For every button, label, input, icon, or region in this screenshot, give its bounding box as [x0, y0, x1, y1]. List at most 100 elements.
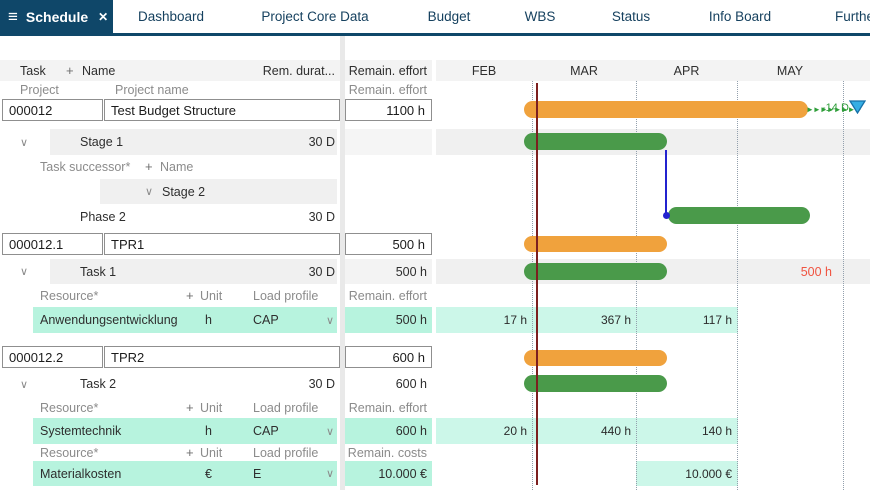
tab-wbs[interactable]: WBS [524, 9, 556, 24]
add-resource-icon[interactable]: + [186, 445, 194, 460]
subheader-load-profile: Load profile [253, 288, 319, 303]
tab-project-core-data[interactable]: Project Core Data [261, 9, 369, 24]
phase2-gantt-bar[interactable] [668, 207, 810, 224]
subheader-unit: Unit [200, 288, 223, 303]
close-icon[interactable]: ✕ [98, 9, 109, 24]
project-gantt-bar[interactable] [524, 101, 808, 118]
tab-schedule[interactable]: ≡ Schedule ✕ [0, 0, 113, 36]
project-subheader-row: Project Project name Remain. effort [0, 81, 870, 98]
tpr2-id-field[interactable] [2, 346, 103, 368]
cost-unit: € [205, 466, 212, 481]
task1-chevron-icon[interactable]: ∨ [20, 266, 29, 278]
task1-row[interactable]: ∨ Task 1 30 D 500 h 500 h [0, 259, 870, 284]
tab-info-board[interactable]: Info Board [708, 9, 772, 24]
successor-chevron-icon[interactable]: ∨ [145, 186, 154, 198]
subheader-project-name: Project name [115, 82, 189, 97]
tpr2-resource-subheader: Resource* + Unit Load profile Remain. ef… [0, 397, 870, 418]
header-rem-duration: Rem. durat... [262, 63, 335, 78]
resource-unit: h [205, 424, 212, 438]
resource-load-profile[interactable]: CAP [253, 313, 279, 327]
tpr1-gantt-bar[interactable] [524, 236, 667, 252]
tab-bar: ≡ Schedule ✕ Dashboard Project Core Data… [0, 0, 870, 36]
load-profile-dropdown-icon[interactable]: ∨ [326, 468, 335, 480]
grid-header-row: Task + Name Rem. durat... Remain. effort… [0, 60, 870, 81]
task1-effort: 500 h [395, 264, 427, 279]
task2-row[interactable]: ∨ Task 2 30 D 600 h [0, 372, 870, 396]
task2-gantt-bar[interactable] [524, 375, 667, 392]
today-line [536, 83, 538, 485]
phase2-duration: 30 D [308, 209, 335, 224]
task1-overload-value: 500 h [800, 264, 832, 279]
subheader-resource: Resource* [40, 445, 99, 460]
task1-name: Task 1 [80, 264, 117, 279]
tpr1-effort-field[interactable] [345, 233, 432, 255]
hamburger-menu-icon[interactable]: ≡ [8, 7, 18, 26]
subheader-unit: Unit [200, 400, 223, 415]
task2-effort: 600 h [395, 377, 427, 391]
project-effort-field[interactable] [345, 99, 432, 121]
resource-feb-value: 17 h [503, 313, 527, 327]
add-resource-icon[interactable]: + [186, 400, 194, 415]
subheader-resource: Resource* [40, 400, 99, 415]
subheader-remain-costs: Remain. costs [347, 445, 427, 460]
cost-apr-value: 10.000 € [685, 466, 732, 481]
stage1-duration: 30 D [308, 135, 335, 149]
successor-row[interactable]: ∨ Stage 2 [0, 179, 870, 204]
month-gridline-apr [636, 81, 637, 490]
column-splitter[interactable] [340, 36, 345, 490]
stage1-gantt-bar[interactable] [524, 133, 667, 150]
load-profile-dropdown-icon[interactable]: ∨ [326, 314, 335, 327]
tab-further[interactable]: Furthe [835, 9, 870, 24]
tpr2-name-field[interactable] [104, 346, 340, 368]
tab-status[interactable]: Status [611, 9, 651, 24]
successor-connector-dot [663, 212, 670, 219]
tpr1-row [0, 232, 870, 258]
task2-name: Task 2 [80, 377, 117, 391]
tpr1-id-field[interactable] [2, 233, 103, 255]
tab-dashboard[interactable]: Dashboard [137, 9, 205, 24]
month-mar: MAR [570, 63, 598, 78]
resource-apr-value: 117 h [702, 313, 732, 327]
project-id-field[interactable] [2, 99, 103, 121]
subheader-successor-name: Name [160, 159, 194, 174]
add-successor-icon[interactable]: + [145, 159, 153, 174]
resource-apr-value: 140 h [701, 424, 732, 438]
project-name-field[interactable] [104, 99, 340, 121]
deadline-marker-icon[interactable] [848, 100, 867, 117]
add-resource-icon[interactable]: + [186, 288, 194, 303]
subheader-remain-effort: Remain. effort [348, 82, 427, 97]
subheader-remain-effort: Remain. effort [348, 400, 427, 415]
tpr2-gantt-bar[interactable] [524, 350, 667, 366]
tpr2-row [0, 345, 870, 371]
tab-budget[interactable]: Budget [427, 9, 471, 24]
resource-mar-value: 440 h [600, 424, 631, 438]
task2-chevron-icon[interactable]: ∨ [20, 378, 29, 391]
tpr2-effort-field[interactable] [345, 346, 432, 368]
task1-duration: 30 D [308, 264, 335, 279]
successor-connector-line [665, 150, 667, 215]
collapse-chevron-icon[interactable]: ∨ [20, 136, 29, 149]
resource-row-anwendungsentwicklung[interactable]: Anwendungsentwicklung h CAP ∨ 500 h 17 h… [0, 307, 870, 333]
cost-load-profile[interactable]: E [253, 466, 262, 481]
phase2-row[interactable]: Phase 2 30 D [0, 205, 870, 228]
phase2-name: Phase 2 [80, 209, 126, 224]
header-rem-effort: Remain. effort [348, 63, 427, 78]
stage1-row[interactable]: ∨ Stage 1 30 D [0, 129, 870, 155]
subheader-load-profile: Load profile [253, 445, 319, 460]
cost-name: Materialkosten [40, 466, 122, 481]
task2-duration: 30 D [308, 377, 335, 391]
resource-load-profile[interactable]: CAP [253, 424, 279, 438]
buffer-chevrons-icon: ►►►►►►►► [806, 105, 862, 114]
load-profile-dropdown-icon[interactable]: ∨ [326, 425, 335, 438]
header-name: Name [82, 63, 116, 78]
add-column-icon[interactable]: + [66, 63, 74, 78]
tab-schedule-label: Schedule [25, 8, 89, 25]
month-may: MAY [776, 63, 804, 78]
tpr1-name-field[interactable] [104, 233, 340, 255]
tpr1-resource-subheader: Resource* + Unit Load profile Remain. ef… [0, 285, 870, 306]
resource-row-systemtechnik[interactable]: Systemtechnik h CAP ∨ 600 h 20 h 440 h 1… [0, 418, 870, 444]
subheader-load-profile: Load profile [253, 400, 319, 415]
task1-gantt-bar[interactable] [524, 263, 667, 280]
resource-row-materialkosten[interactable]: Materialkosten € E ∨ 10.000 € 10.000 € [0, 461, 870, 486]
